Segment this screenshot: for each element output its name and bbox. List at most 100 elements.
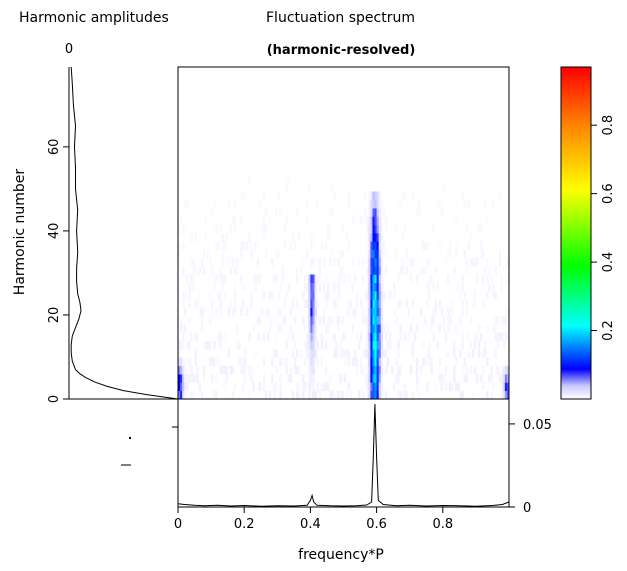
heatmap-cell xyxy=(455,382,458,391)
heatmap-cell xyxy=(386,324,390,333)
heatmap-cell xyxy=(312,357,315,367)
heatmap-cell xyxy=(362,257,365,267)
heatmap-cell xyxy=(482,274,485,284)
heatmap-cell xyxy=(211,307,214,317)
heatmap-cell xyxy=(277,324,280,333)
heatmap-cell xyxy=(411,390,415,400)
heatmap-cell xyxy=(248,332,251,342)
heatmap-cell xyxy=(188,299,191,308)
frequency-tick-label: 0.8 xyxy=(432,517,453,532)
heatmap-cell xyxy=(310,257,313,267)
heatmap-cell xyxy=(178,374,181,383)
heatmap-cell xyxy=(304,340,307,350)
heatmap-cell xyxy=(393,382,396,391)
heatmap-cell xyxy=(461,307,464,317)
heatmap-cell xyxy=(182,340,185,350)
heatmap-cell xyxy=(473,340,477,350)
heatmap-cell xyxy=(256,316,259,325)
heatmap-cell xyxy=(428,282,431,292)
heatmap-cell xyxy=(308,316,311,325)
heatmap-cell xyxy=(469,257,473,267)
heatmap-cell xyxy=(339,266,342,275)
heatmap-cell xyxy=(364,191,367,201)
heatmap-cell xyxy=(324,365,328,375)
heatmap-cell xyxy=(438,357,442,367)
heatmap-cell xyxy=(459,316,462,325)
heatmap-cell xyxy=(362,365,365,375)
heatmap-cell xyxy=(368,257,371,267)
heatmap-cell xyxy=(397,349,400,358)
heatmap-cell xyxy=(376,316,379,325)
heatmap-cell xyxy=(339,340,342,350)
heatmap-cell xyxy=(494,291,497,300)
heatmap-cell xyxy=(428,340,431,350)
heatmap-cell xyxy=(360,216,363,225)
heatmap-cell xyxy=(320,382,324,391)
heatmap-cell xyxy=(438,241,442,250)
heatmap-cell xyxy=(378,365,382,375)
heatmap-cell xyxy=(273,274,276,284)
heatmap-cell xyxy=(498,191,502,201)
heatmap-cell xyxy=(186,382,189,391)
heatmap-cell xyxy=(486,324,489,333)
heatmap-cell xyxy=(484,199,487,209)
heatmap-cell xyxy=(368,332,371,342)
spectrum-subtitle: (harmonic-resolved) xyxy=(267,43,416,58)
heatmap-cell xyxy=(502,382,506,391)
heatmap-cell xyxy=(316,340,319,350)
heatmap-cell xyxy=(310,324,313,333)
heatmap-cell xyxy=(227,257,231,267)
heatmap-cell xyxy=(262,332,266,342)
heatmap-cell xyxy=(376,233,379,242)
heatmap-cell xyxy=(333,349,336,358)
heatmap-cell xyxy=(180,357,183,367)
heatmap-cell xyxy=(486,257,489,267)
heatmap-cell xyxy=(357,390,361,400)
heatmap-cell xyxy=(378,266,382,275)
heatmap-cell xyxy=(430,316,433,325)
heatmap-cell xyxy=(295,274,299,284)
heatmap-cell xyxy=(178,390,181,400)
heatmap-cell xyxy=(440,307,444,317)
heatmap-cell xyxy=(310,282,313,292)
heatmap-cell xyxy=(180,382,183,391)
heatmap-cell xyxy=(411,191,415,201)
heatmap-cell xyxy=(432,332,435,342)
heatmap-cell xyxy=(351,307,355,317)
heatmap-cell xyxy=(182,299,185,308)
heatmap-cell xyxy=(347,349,351,358)
heatmap-cell xyxy=(190,374,193,383)
heatmap-cell xyxy=(324,291,328,300)
heatmap-cell xyxy=(229,224,233,234)
heatmap-cell xyxy=(449,382,452,391)
heatmap-cell xyxy=(372,282,375,292)
heatmap-cell xyxy=(461,390,464,400)
heatmap-cell xyxy=(490,374,493,383)
heatmap-cell xyxy=(376,266,379,275)
heatmap-cell xyxy=(467,199,470,209)
heatmap-cell xyxy=(360,357,363,367)
heatmap-cell xyxy=(382,324,386,333)
heatmap-cell xyxy=(370,365,373,375)
heatmap-cell xyxy=(337,291,340,300)
heatmap-cell xyxy=(337,390,340,400)
heatmap-cell xyxy=(188,340,191,350)
heatmap-cell xyxy=(310,233,313,242)
heatmap-cell xyxy=(335,349,338,358)
heatmap-cell xyxy=(264,249,268,259)
heatmap-cell xyxy=(488,282,491,292)
heatmap-cell xyxy=(384,266,388,275)
heatmap-cell xyxy=(316,382,319,391)
heatmap-cell xyxy=(366,332,369,342)
heatmap-cell xyxy=(215,357,218,367)
heatmap-cell xyxy=(384,349,388,358)
heatmap-cell xyxy=(206,340,210,350)
heatmap-cell xyxy=(457,382,460,391)
heatmap-cell xyxy=(215,224,218,234)
heatmap-cell xyxy=(347,382,351,391)
heatmap-cell xyxy=(277,291,280,300)
heatmap-cell xyxy=(329,208,332,217)
heatmap-cell xyxy=(221,241,224,250)
heatmap-cell xyxy=(182,224,185,234)
heatmap-cell xyxy=(351,282,355,292)
